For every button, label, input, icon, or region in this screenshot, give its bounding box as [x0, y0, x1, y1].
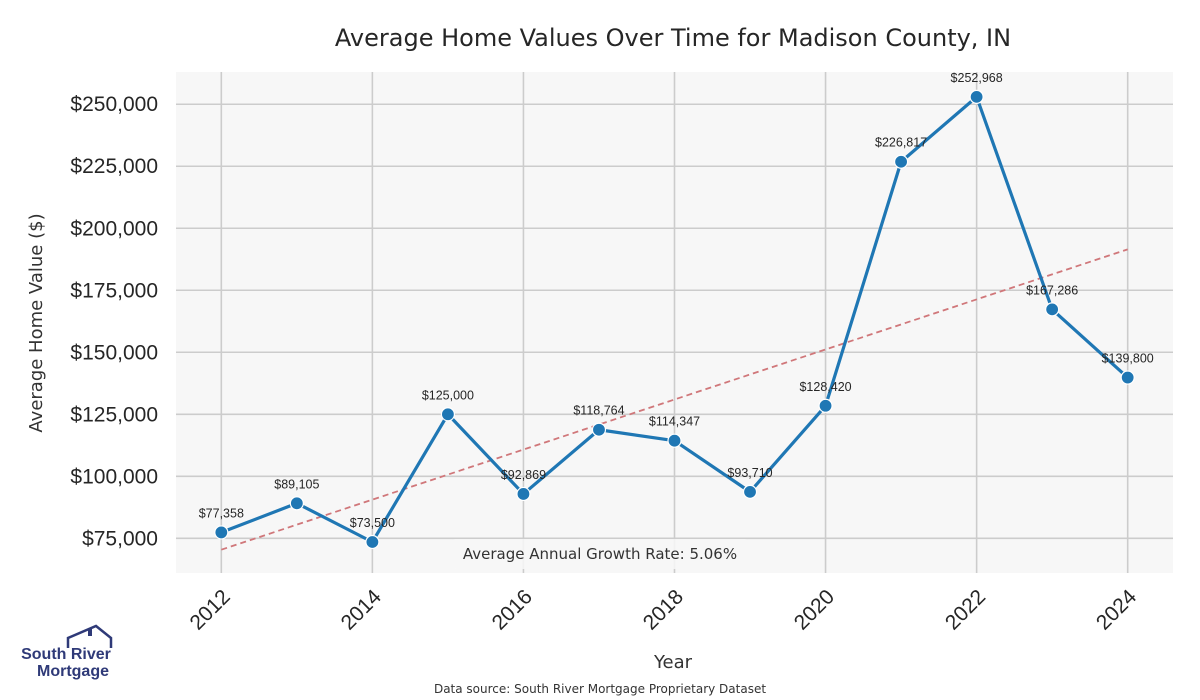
data-label: $128,420	[799, 380, 851, 394]
growth-rate-text: Average Annual Growth Rate: 5.06%	[463, 545, 737, 563]
data-point	[365, 534, 380, 550]
trend-line	[221, 248, 1128, 551]
data-label: $77,358	[199, 506, 244, 520]
y-tick-label: $250,000	[70, 93, 158, 116]
x-axis-label: Year	[653, 652, 693, 673]
company-logo: South River Mortgage	[21, 624, 113, 680]
y-tick-label: $150,000	[70, 341, 158, 364]
x-tick-label: 2018	[639, 585, 688, 634]
data-label: $114,347	[649, 415, 700, 429]
logo-text-line2: Mortgage	[37, 663, 109, 680]
data-source-note: Data source: South River Mortgage Propri…	[434, 682, 766, 696]
data-point	[440, 407, 456, 422]
y-tick-label: $175,000	[70, 279, 158, 302]
y-tick-label: $225,000	[70, 155, 158, 178]
data-label: $93,710	[727, 466, 772, 480]
y-tick-label: $125,000	[70, 403, 158, 426]
data-label: $118,764	[573, 404, 624, 418]
data-label: $252,968	[951, 71, 1003, 85]
y-tick-label: $200,000	[70, 217, 158, 240]
data-point	[214, 525, 229, 540]
data-label: $125,000	[422, 388, 474, 402]
data-point	[667, 433, 682, 448]
data-point	[591, 422, 607, 437]
data-label: $139,800	[1102, 352, 1154, 366]
x-tick-label: 2014	[337, 585, 387, 635]
x-axis: 2012 2014 2016 2018 2020 2022 2024	[186, 585, 1142, 635]
y-tick-label: $100,000	[70, 465, 158, 488]
x-tick-label: 2024	[1092, 585, 1142, 635]
data-point	[742, 484, 758, 499]
data-point	[1120, 370, 1135, 385]
data-point	[818, 398, 833, 413]
growth-rate-annotation: Average Annual Growth Rate: 5.06%	[450, 539, 750, 569]
data-point	[1045, 302, 1060, 317]
data-point	[893, 154, 909, 169]
y-axis-label: Average Home Value ($)	[26, 213, 47, 432]
data-point	[516, 486, 531, 502]
data-point	[289, 496, 304, 511]
y-tick-label: $75,000	[82, 527, 158, 550]
y-axis: $75,000 $100,000 $125,000 $150,000 $175,000 $…	[70, 93, 158, 550]
data-label: $89,105	[274, 477, 319, 491]
data-label: $167,286	[1026, 283, 1078, 297]
data-label: $226,817	[875, 136, 927, 150]
x-tick-label: 2020	[790, 585, 839, 634]
data-labels: $77,358 $89,105 $73,500 $125,000 $92,869 $118…	[199, 71, 1154, 530]
house-icon	[66, 624, 113, 648]
data-label: $92,869	[501, 468, 546, 482]
data-point	[969, 89, 984, 104]
x-tick-label: 2012	[186, 585, 235, 634]
x-tick-label: 2016	[488, 585, 537, 634]
x-tick-label: 2022	[941, 585, 990, 634]
chart-title: Average Home Values Over Time for Madiso…	[335, 24, 1011, 52]
trend-line-group	[221, 248, 1128, 551]
series-line-group	[214, 89, 1135, 550]
data-label: $73,500	[350, 516, 395, 530]
logo-text-line1: South River	[21, 646, 111, 663]
